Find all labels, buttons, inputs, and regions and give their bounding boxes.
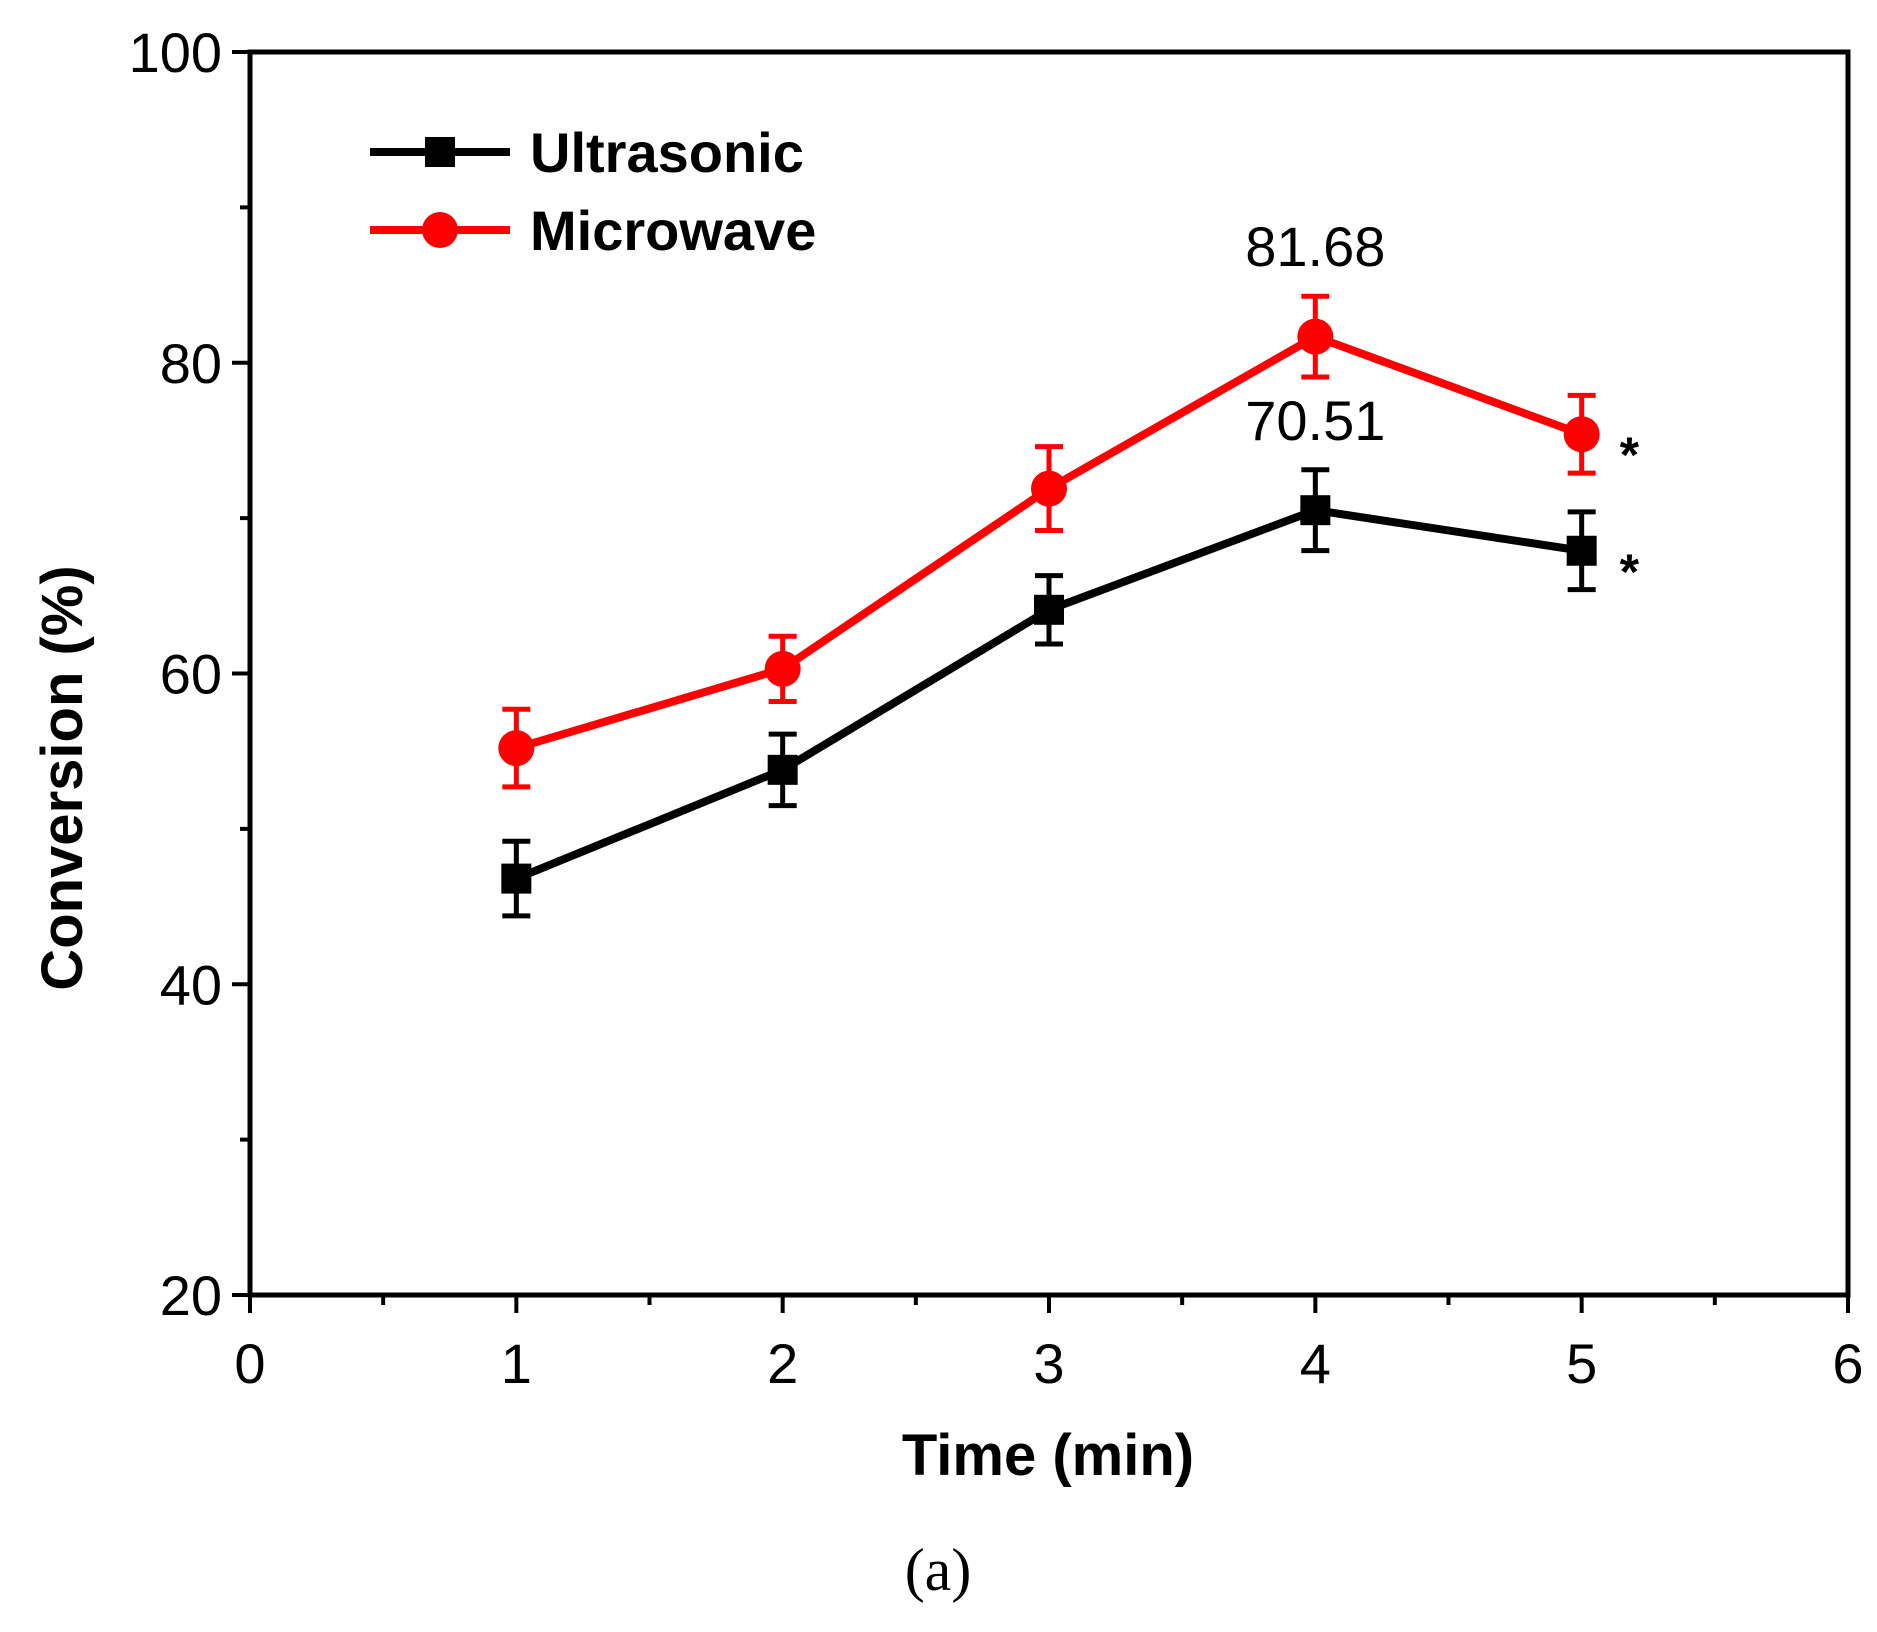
data-label: 70.51 [1245, 389, 1385, 452]
ultrasonic-point [501, 863, 532, 894]
x-tick-label: 0 [234, 1332, 265, 1395]
ultrasonic-point [1566, 535, 1597, 566]
x-tick-label: 2 [767, 1332, 798, 1395]
x-tick-label: 5 [1566, 1332, 1597, 1395]
legend-marker-ultrasonic [425, 137, 455, 167]
microwave-point [1563, 416, 1600, 453]
x-tick-label: 1 [501, 1332, 532, 1395]
y-tick-label: 20 [160, 1264, 222, 1327]
ultrasonic-line [514, 506, 1583, 883]
legend-marker-microwave [422, 212, 458, 248]
microwave-point [1297, 318, 1334, 355]
ultrasonic-point [767, 754, 798, 785]
x-tick-label: 4 [1300, 1332, 1331, 1395]
y-tick-label: 40 [160, 953, 222, 1016]
microwave-line [515, 332, 1584, 752]
x-axis-title: Time (min) [902, 1423, 1194, 1488]
y-tick-label: 80 [160, 332, 222, 395]
microwave-point [1031, 470, 1067, 507]
legend-label-microwave: Microwave [530, 199, 816, 262]
figure-caption: (a) [905, 1537, 972, 1603]
ultrasonic-point [1034, 594, 1064, 625]
significance-marker: * [1620, 544, 1640, 600]
y-axis-title: Conversion (%) [30, 565, 95, 990]
legend-label-ultrasonic: Ultrasonic [530, 121, 804, 184]
y-tick-label: 60 [160, 643, 222, 706]
significance-marker: * [1620, 427, 1640, 483]
microwave-point [764, 650, 801, 687]
microwave-point [498, 730, 535, 767]
data-label: 81.68 [1245, 215, 1385, 278]
x-tick-label: 6 [1832, 1332, 1863, 1395]
y-tick-label: 100 [129, 21, 222, 84]
ultrasonic-point [1300, 495, 1331, 526]
plot-frame [247, 49, 1851, 1298]
x-tick-label: 3 [1033, 1332, 1064, 1395]
